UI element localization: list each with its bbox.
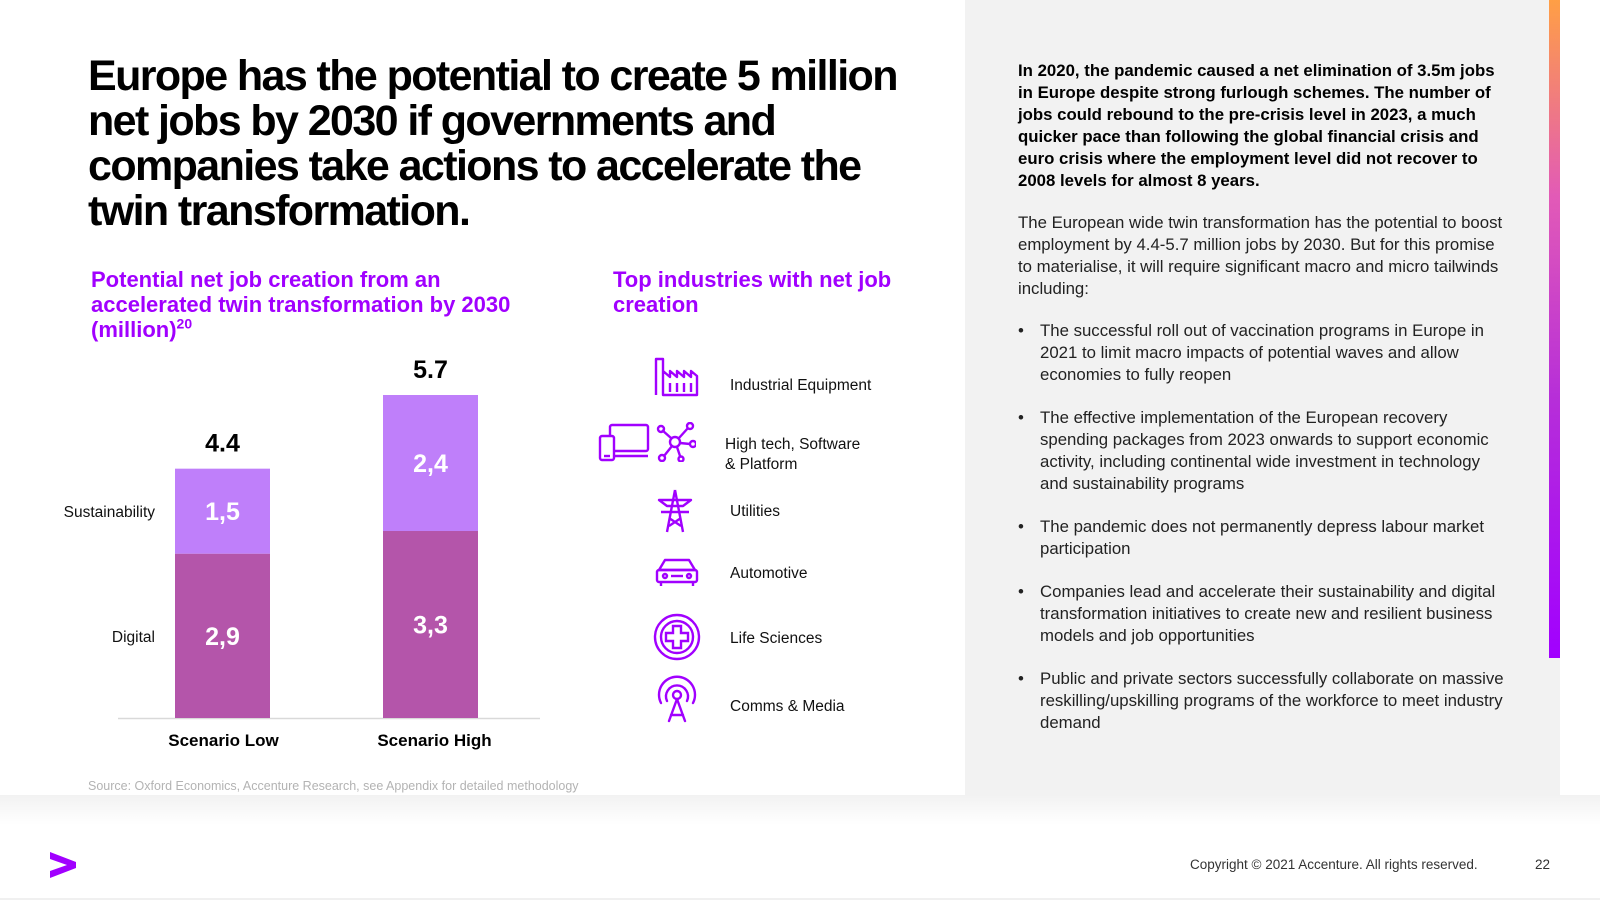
bullet-item: Companies lead and accelerate their sust… — [1018, 581, 1506, 647]
copyright: Copyright © 2021 Accenture. All rights r… — [1190, 857, 1478, 872]
bar-total-label: 5.7 — [413, 356, 448, 384]
page-number: 22 — [1535, 857, 1551, 872]
side-panel-text: In 2020, the pandemic caused a net elimi… — [1018, 60, 1506, 755]
legend-label-sustainability: Sustainability — [64, 504, 156, 521]
bullet-item: The pandemic does not permanently depres… — [1018, 516, 1506, 560]
chart-title-footnote: 20 — [176, 315, 193, 332]
industry-item-industrial-equipment: Industrial Equipment — [590, 355, 930, 415]
industry-item-life-sciences: Life Sciences — [590, 612, 930, 672]
bullet-item: Public and private sectors successfully … — [1018, 668, 1506, 734]
bar-value-label: 2,4 — [413, 450, 448, 478]
bar-value-label: 1,5 — [205, 498, 240, 526]
industry-label: Automotive — [730, 565, 808, 582]
industry-label: Life Sciences — [730, 630, 823, 647]
industry-item-comms-media: Comms & Media — [590, 673, 930, 733]
footer-divider-shadow — [0, 795, 1600, 825]
network-icon — [656, 422, 696, 462]
stacked-bar-chart: 2,9 1,5 4.4 Scenario Low 3,3 2,4 5.7 Scenario H… — [64, 356, 540, 750]
source-note: Source: Oxford Economics, Accenture Rese… — [88, 779, 579, 793]
x-tick-label: Scenario Low — [168, 731, 279, 750]
panel-intro-bold: In 2020, the pandemic caused a net elimi… — [1018, 61, 1495, 190]
legend-label-digital: Digital — [112, 629, 155, 646]
factory-icon — [654, 357, 699, 397]
bar-segment — [175, 468, 270, 554]
industry-item-automotive: Automotive — [590, 556, 930, 616]
bar-segment — [175, 553, 270, 718]
side-panel — [965, 0, 1560, 795]
bar-total-label: 4.4 — [205, 430, 240, 458]
devices-icon — [598, 423, 650, 462]
page-title: Europe has the potential to create 5 mil… — [88, 52, 898, 235]
x-tick-label: Scenario High — [377, 731, 491, 750]
power-tower-icon — [657, 489, 693, 533]
industry-label: High tech, Software & Platform — [725, 436, 861, 473]
chart-title-text: Potential net job creation from an accel… — [91, 267, 511, 342]
broadcast-tower-icon — [657, 675, 697, 723]
bar-segment — [383, 395, 478, 531]
industry-label: Utilities — [730, 503, 780, 520]
industries-title: Top industries with net job creation — [613, 267, 892, 317]
bar-value-label: 3,3 — [413, 612, 448, 640]
chart-title: Potential net job creation from an accel… — [91, 267, 511, 342]
car-icon — [655, 558, 699, 586]
bullet-list: The successful roll out of vaccination p… — [1018, 320, 1506, 734]
industry-item-high-tech: High tech, Software & Platform — [590, 422, 930, 482]
footer-rule — [0, 898, 1600, 900]
accent-bar — [1549, 0, 1560, 658]
industries-list: Industrial Equipment High tech, Software… — [590, 350, 930, 730]
industry-label: Industrial Equipment — [730, 377, 872, 394]
accenture-logo-icon — [50, 852, 76, 878]
industry-item-utilities: Utilities — [590, 488, 930, 548]
bullet-item: The successful roll out of vaccination p… — [1018, 320, 1506, 386]
medical-cross-icon — [653, 613, 701, 661]
industry-label: Comms & Media — [730, 698, 845, 715]
bar-value-label: 2,9 — [205, 623, 240, 651]
bar-segment — [383, 531, 478, 718]
panel-intro-body: The European wide twin transformation ha… — [1018, 213, 1503, 298]
bullet-item: The effective implementation of the Euro… — [1018, 407, 1506, 495]
